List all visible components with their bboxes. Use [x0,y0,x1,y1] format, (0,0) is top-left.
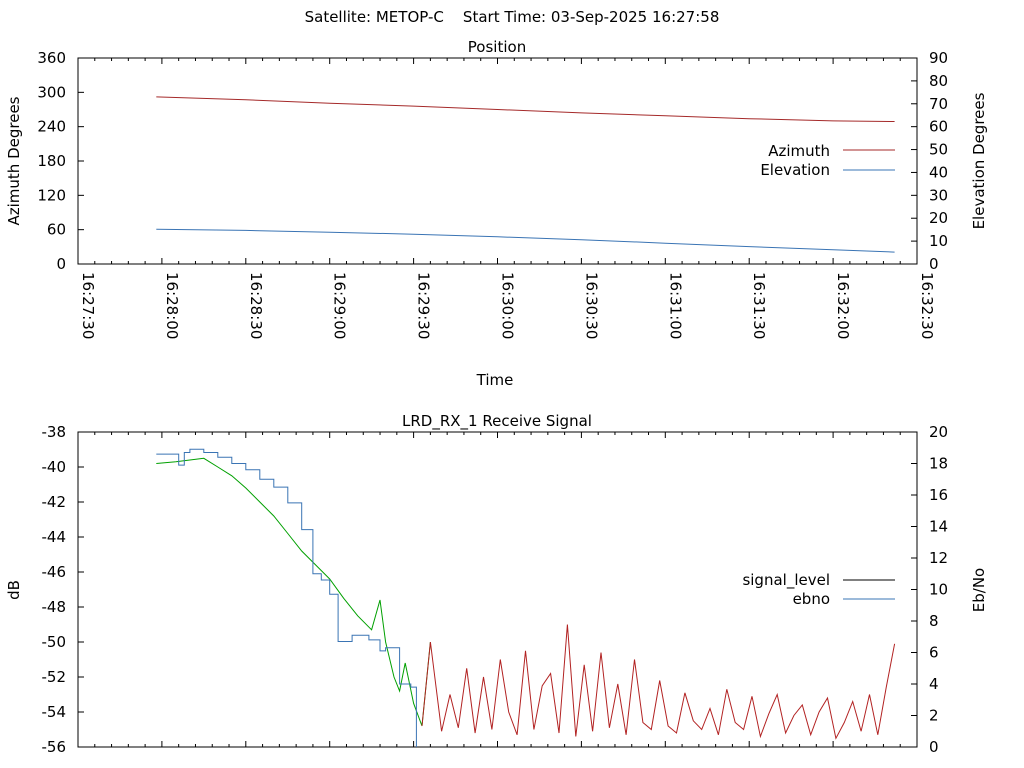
position-legend: Azimuth Elevation [760,142,895,179]
position-chart: Position 16:27:30 16:28:00 16:28:30 16:29:0… [5,38,988,389]
legend-ebno-label: ebno [793,590,830,608]
y-tick-label: 240 [37,118,66,136]
signal-series [156,448,896,747]
signal-legend: signal_level ebno [742,571,895,608]
y-tick-label: 120 [37,186,66,204]
y2-tick-label: 18 [929,455,948,473]
y2-tick-label: 90 [929,49,948,67]
y-tick-label: -48 [42,598,67,616]
x-tick-label: 16:28:00 [163,272,181,339]
y-tick-label: 0 [56,255,66,273]
y-tick-label: -40 [42,458,67,476]
signal-level-series-line-unlocked [421,624,896,740]
y2-tick-label: 20 [929,209,948,227]
y2-tick-label: 70 [929,95,948,113]
y-tick-label: -52 [42,668,67,686]
x-tick-label: 16:30:00 [499,272,517,339]
y-tick-label: 180 [37,152,66,170]
x-tick-label: 16:29:00 [331,272,349,339]
y-tick-label: 300 [37,83,66,101]
position-ticks: 16:27:30 16:28:00 16:28:30 16:29:00 16:29:30… [37,49,948,339]
x-tick-label: 16:27:30 [79,272,97,339]
signal-chart-title: LRD_RX_1 Receive Signal [402,412,592,431]
x-tick-label: 16:31:30 [750,272,768,339]
signal-ticks: -56 -54 -52 -50 -48 -46 -44 -42 -40 -38 0 2 4 6 8 10 12 1… [42,423,949,756]
ebno-series-line [156,448,417,747]
y-tick-label: 360 [37,49,66,67]
y2-tick-label: 8 [929,612,939,630]
x-tick-label: 16:32:30 [918,272,936,339]
y2-tick-label: 80 [929,72,948,90]
y-tick-label: -54 [42,703,67,721]
position-xlabel: Time [476,371,514,389]
y2-tick-label: 2 [929,707,939,725]
position-ylabel: Azimuth Degrees [5,96,23,225]
y2-tick-label: 10 [929,581,948,599]
x-tick-label: 16:29:30 [415,272,433,339]
legend-elevation-label: Elevation [760,161,830,179]
signal-chart: LRD_RX_1 Receive Signal -56-54-52-50-48-… [5,412,988,756]
x-tick-label: 16:31:00 [666,272,684,339]
y2-tick-label: 4 [929,675,939,693]
y-tick-label: -44 [42,528,67,546]
y2-tick-label: 0 [929,255,939,273]
y2-tick-label: 12 [929,549,948,567]
y-tick-label: -50 [42,633,67,651]
position-y2label: Elevation Degrees [970,92,988,229]
legend-azimuth-label: Azimuth [768,142,830,160]
x-tick-label: 16:32:00 [834,272,852,339]
y2-tick-label: 40 [929,163,948,181]
x-tick-label: 16:28:30 [247,272,265,339]
position-series [156,96,895,253]
y-tick-label: -46 [42,563,67,581]
y-tick-label: -42 [42,493,67,511]
y-tick-label: -38 [42,423,67,441]
elevation-series-line [156,228,895,253]
y2-tick-label: 20 [929,423,948,441]
y2-tick-label: 10 [929,232,948,250]
y-tick-label: -56 [42,738,67,756]
y2-tick-label: 16 [929,486,948,504]
signal-ylabel: dB [5,580,23,600]
signal-plot-frame [77,431,918,748]
page-title: Satellite: METOP-C Start Time: 03-Sep-20… [305,8,720,26]
legend-signal-level-label: signal_level [742,571,830,590]
y2-tick-label: 14 [929,518,948,536]
x-tick-label: 16:30:30 [582,272,600,339]
y2-tick-label: 30 [929,186,948,204]
y2-tick-label: 60 [929,118,948,136]
azimuth-series-line [156,96,895,122]
y-tick-label: 60 [47,221,66,239]
signal-level-series-line-locked [156,457,431,727]
y2-tick-label: 0 [929,738,939,756]
signal-y2label: Eb/No [970,568,988,612]
position-chart-title: Position [468,38,526,56]
y2-tick-label: 6 [929,644,939,662]
y2-tick-label: 50 [929,141,948,159]
